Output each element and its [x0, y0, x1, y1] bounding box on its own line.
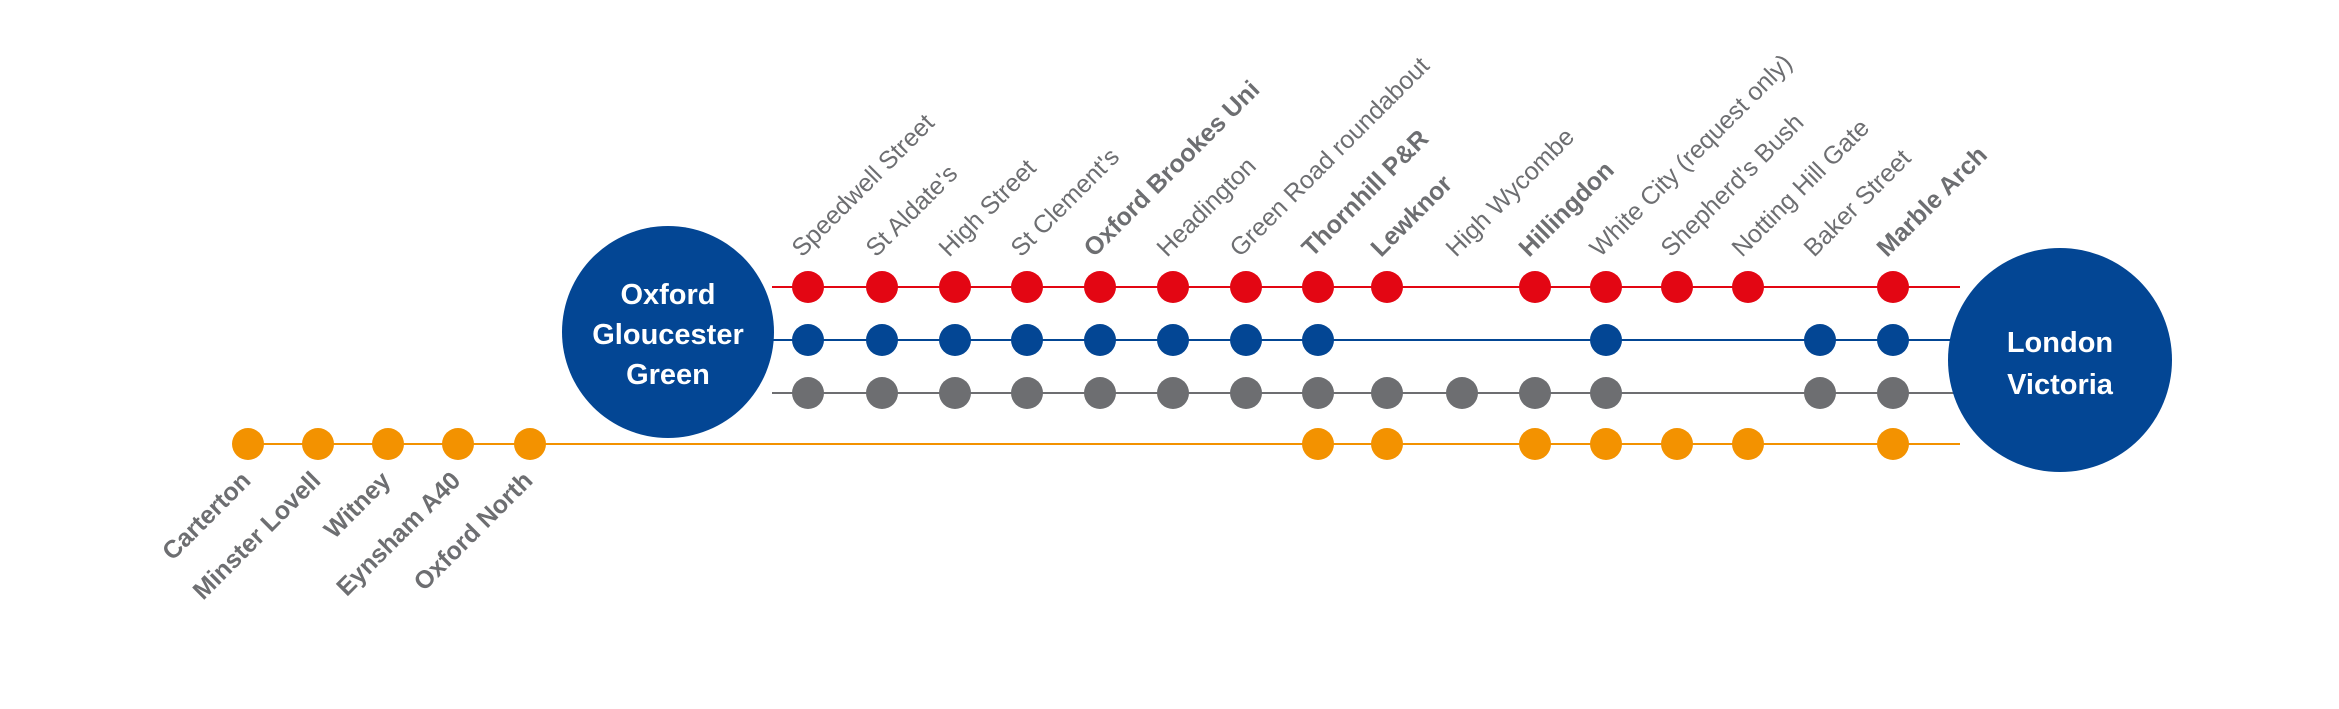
grey-stop-dot	[866, 377, 898, 409]
oxford-terminus-label-line-1: Oxford	[620, 279, 715, 311]
blue-stop-dot	[1804, 324, 1836, 356]
red-stop-dot	[1084, 271, 1116, 303]
blue-stop-dot	[1084, 324, 1116, 356]
orange-stop-dot	[1661, 428, 1693, 460]
blue-stop-dot	[1230, 324, 1262, 356]
red-stop-dot	[866, 271, 898, 303]
orange-stop-dot	[1302, 428, 1334, 460]
blue-stop-dot	[866, 324, 898, 356]
orange-stop-dot	[372, 428, 404, 460]
orange-stop-dot	[1877, 428, 1909, 460]
oxford-terminus-label-line-2: Gloucester	[592, 319, 744, 351]
grey-stop-dot	[1446, 377, 1478, 409]
grey-stop-dot	[1877, 377, 1909, 409]
grey-stop-dot	[1302, 377, 1334, 409]
stop-label: Minster Lovell	[188, 466, 327, 605]
route-lines	[248, 286, 1960, 445]
grey-stop-dot	[1157, 377, 1189, 409]
orange-stop-dot	[232, 428, 264, 460]
red-stop-dot	[1661, 271, 1693, 303]
blue-stop-dot	[1302, 324, 1334, 356]
stop-markers	[232, 271, 1909, 460]
oxford-terminus-circle	[562, 226, 774, 438]
red-stop-dot	[1011, 271, 1043, 303]
orange-stop-dot	[1590, 428, 1622, 460]
oxford-terminus: Oxford Gloucester Green	[562, 226, 774, 438]
grey-stop-dot	[1804, 377, 1836, 409]
grey-stop-dot	[1590, 377, 1622, 409]
blue-stop-dot	[1877, 324, 1909, 356]
orange-stop-dot	[442, 428, 474, 460]
red-stop-dot	[1371, 271, 1403, 303]
grey-stop-dot	[1371, 377, 1403, 409]
red-stop-dot	[1732, 271, 1764, 303]
red-stop-dot	[1302, 271, 1334, 303]
blue-stop-dot	[1011, 324, 1043, 356]
orange-stop-dot	[1371, 428, 1403, 460]
red-stop-dot	[1230, 271, 1262, 303]
london-terminus: London Victoria	[1948, 248, 2172, 472]
orange-stop-dot	[302, 428, 334, 460]
london-terminus-label-line-1: London	[2007, 327, 2113, 359]
red-stop-dot	[1519, 271, 1551, 303]
grey-stop-dot	[939, 377, 971, 409]
stop-label: Eynsham A40	[331, 466, 466, 601]
orange-stop-dot	[514, 428, 546, 460]
blue-stop-dot	[1590, 324, 1622, 356]
grey-stop-dot	[1084, 377, 1116, 409]
red-stop-dot	[1590, 271, 1622, 303]
orange-stop-dot	[1732, 428, 1764, 460]
red-stop-dot	[1877, 271, 1909, 303]
grey-stop-dot	[792, 377, 824, 409]
blue-stop-dot	[1157, 324, 1189, 356]
grey-stop-dot	[1519, 377, 1551, 409]
red-stop-dot	[939, 271, 971, 303]
blue-stop-dot	[939, 324, 971, 356]
london-terminus-circle	[1948, 248, 2172, 472]
grey-stop-dot	[1011, 377, 1043, 409]
red-stop-dot	[1157, 271, 1189, 303]
stop-label: High Wycombe	[1440, 123, 1579, 262]
london-terminus-label-line-2: Victoria	[2007, 369, 2114, 401]
grey-stop-dot	[1230, 377, 1262, 409]
orange-stop-dot	[1519, 428, 1551, 460]
oxford-terminus-label-line-3: Green	[626, 359, 710, 391]
red-stop-dot	[792, 271, 824, 303]
blue-stop-dot	[792, 324, 824, 356]
